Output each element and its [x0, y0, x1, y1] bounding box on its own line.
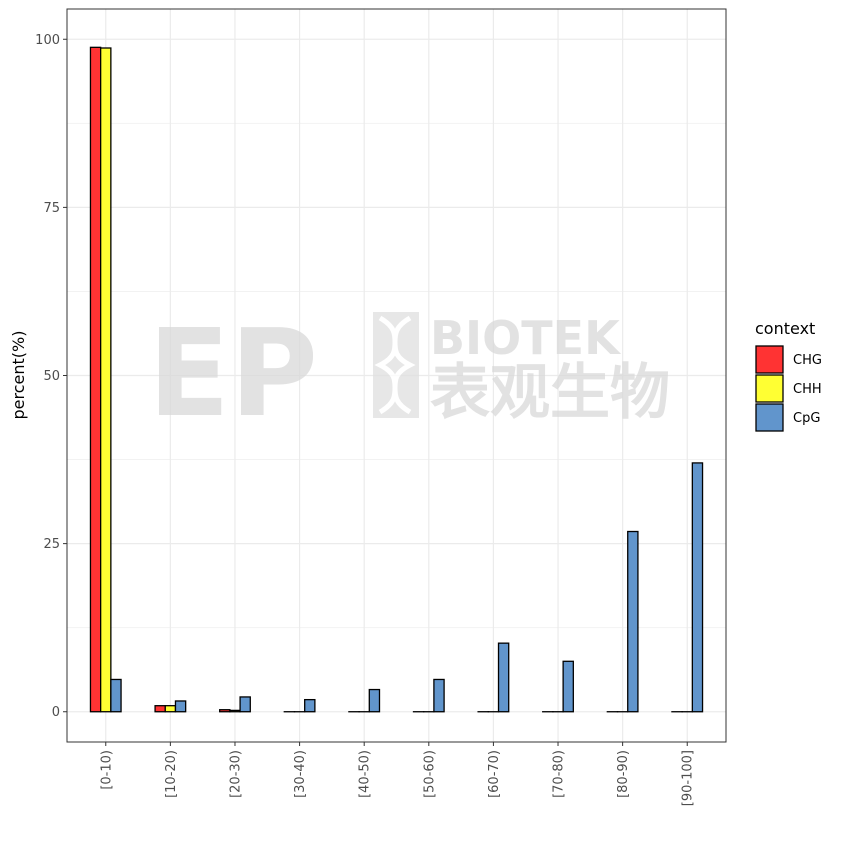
legend-key-cpg: [755, 403, 784, 432]
bar-cpg-8: [627, 530, 639, 713]
y-axis: 0 25 50 75 100: [35, 33, 67, 720]
bar-cpg-2: [239, 696, 251, 713]
x-tick-label: [10-20): [164, 750, 179, 798]
legend: context CHG CHH CpG: [755, 319, 822, 432]
bar-cpg-1: [174, 700, 187, 713]
bar-cpg-4: [368, 688, 381, 713]
bar-cpg-7: [562, 660, 574, 713]
legend-label-chh: CHH: [793, 382, 822, 397]
legend-label-cpg: CpG: [793, 411, 820, 426]
x-tick-label: [20-30): [228, 750, 243, 798]
x-tick-label: [50-60): [422, 750, 437, 798]
x-axis: [0-10) [10-20) [20-30) [30-40) [40-50) [50-60…: [99, 742, 696, 806]
x-tick-label: [40-50): [358, 750, 373, 798]
bar-chh-1: [164, 705, 177, 713]
x-tick-label: [60-70): [487, 750, 502, 798]
y-axis-title: percent(%): [9, 331, 28, 420]
y-tick-label: 100: [35, 33, 60, 48]
legend-title: context: [755, 319, 815, 338]
x-tick-label: [70-80): [552, 750, 567, 798]
x-tick-label: [0-10): [99, 750, 114, 790]
bar-chg-0: [89, 46, 102, 713]
bar-cpg-0: [110, 678, 122, 713]
bar-cpg-5: [433, 678, 445, 713]
bar-cpg-3: [304, 698, 316, 713]
y-tick-label: 75: [43, 201, 60, 216]
watermark-logo: EP BIOTEK 表观生物: [148, 305, 670, 444]
bar-chg-2: [219, 709, 231, 713]
y-tick-label: 50: [43, 369, 60, 384]
legend-key-chh: [755, 374, 784, 403]
legend-label-chg: CHG: [793, 353, 822, 368]
bar-chg-1: [154, 705, 166, 713]
y-tick-label: 25: [43, 537, 60, 552]
x-tick-label: [30-40): [293, 750, 308, 798]
bar-chh-0: [100, 47, 112, 713]
x-tick-label: [80-90): [616, 750, 631, 798]
legend-key-chg: [755, 345, 784, 374]
bar-cpg-9: [691, 462, 704, 713]
x-tick-label: [90-100]: [681, 750, 696, 806]
y-tick-label: 0: [52, 705, 60, 720]
watermark-brand-text: BIOTEK: [430, 311, 622, 365]
watermark-ep-text: EP: [148, 305, 318, 444]
watermark-chinese-text: 表观生物: [430, 358, 670, 428]
bar-chh-2: [229, 709, 241, 713]
dna-helix-icon: [373, 312, 419, 418]
bars: [89, 46, 704, 713]
bar-cpg-6: [497, 642, 510, 713]
